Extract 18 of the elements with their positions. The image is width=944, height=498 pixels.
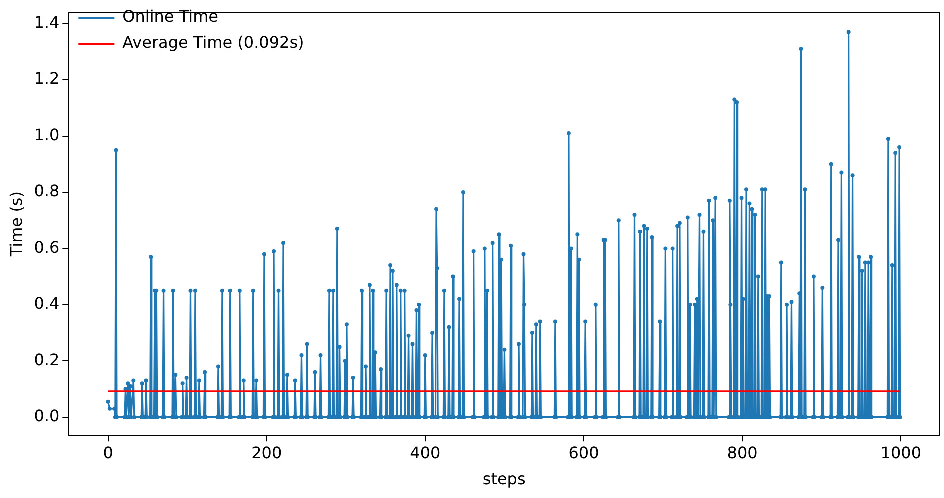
x-tick-label: 400 [410, 443, 441, 462]
y-tick-label: 1.0 [34, 125, 60, 144]
y-tick-label: 0.8 [34, 182, 60, 201]
legend-label: Online Time [122, 7, 219, 26]
x-tick-label: 800 [727, 443, 758, 462]
y-tick-label: 1.4 [34, 13, 60, 32]
y-tick-label: 0.4 [34, 294, 60, 314]
x-axis-title: steps [482, 470, 526, 489]
x-tick-label: 200 [252, 443, 282, 462]
y-axis-title: Time (s) [6, 192, 26, 258]
legend-label: Average Time (0.092s) [122, 33, 304, 52]
x-tick-label: 600 [568, 443, 600, 462]
x-tick-label: 0 [103, 443, 114, 462]
y-tick-label: 0.0 [34, 406, 60, 426]
x-tick-label: 1000 [880, 443, 922, 462]
y-tick-label: 0.6 [34, 238, 60, 257]
y-tick-label: 0.2 [34, 350, 60, 370]
y-tick-label: 1.2 [34, 69, 60, 88]
